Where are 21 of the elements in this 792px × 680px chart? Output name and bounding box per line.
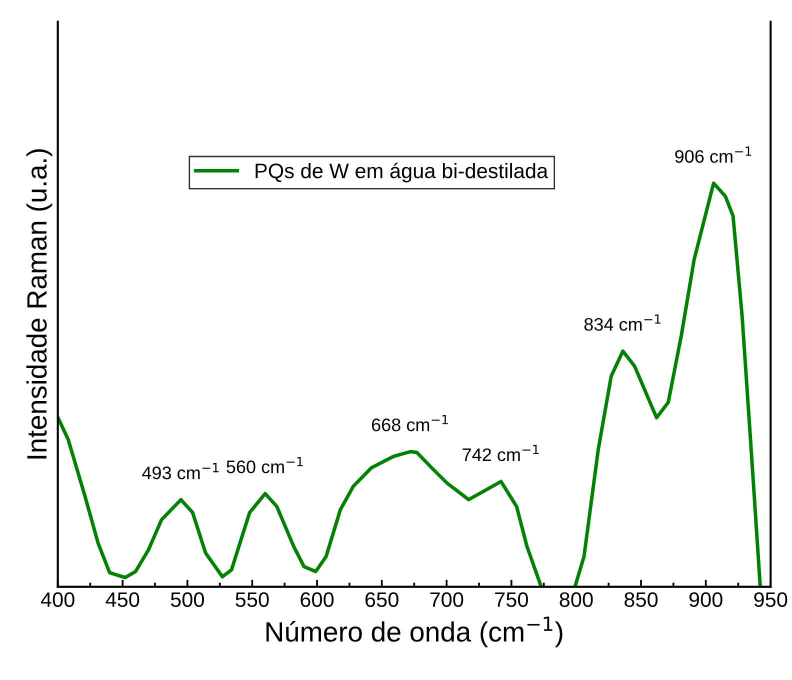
x-tick-label: 900 xyxy=(689,592,722,608)
x-tick-label: 550 xyxy=(236,592,269,608)
legend-label: PQs de W em água bi-destilada xyxy=(256,162,548,182)
x-tick-label: 450 xyxy=(106,592,140,608)
x-tick-label: 850 xyxy=(624,592,658,608)
x-tick-label: 700 xyxy=(430,592,464,608)
x-tick-label: 600 xyxy=(300,592,334,608)
annotation: 493 cm$^{−1}$ xyxy=(142,462,219,480)
x-tick-label: 750 xyxy=(495,592,528,608)
annotation: 742 cm$^{−1}$ xyxy=(462,444,539,462)
x-tick-label: 400 xyxy=(40,592,74,608)
annotation: 668 cm$^{−1}$ xyxy=(372,414,448,432)
x-tick-label: 800 xyxy=(560,592,593,608)
x-tick-label: 500 xyxy=(170,592,204,608)
x-tick-label: 950 xyxy=(754,592,788,608)
annotation: 560 cm$^{−1}$ xyxy=(226,456,303,474)
y-axis-title: Intensidade Raman (u.a.) xyxy=(26,149,52,458)
x-axis-title: Número de onda (cm$^{−1}$) xyxy=(266,616,562,648)
annotation: 906 cm$^{−1}$ xyxy=(675,146,752,163)
x-tick-label: 650 xyxy=(365,592,398,608)
annotation: 834 cm$^{−1}$ xyxy=(584,314,660,331)
